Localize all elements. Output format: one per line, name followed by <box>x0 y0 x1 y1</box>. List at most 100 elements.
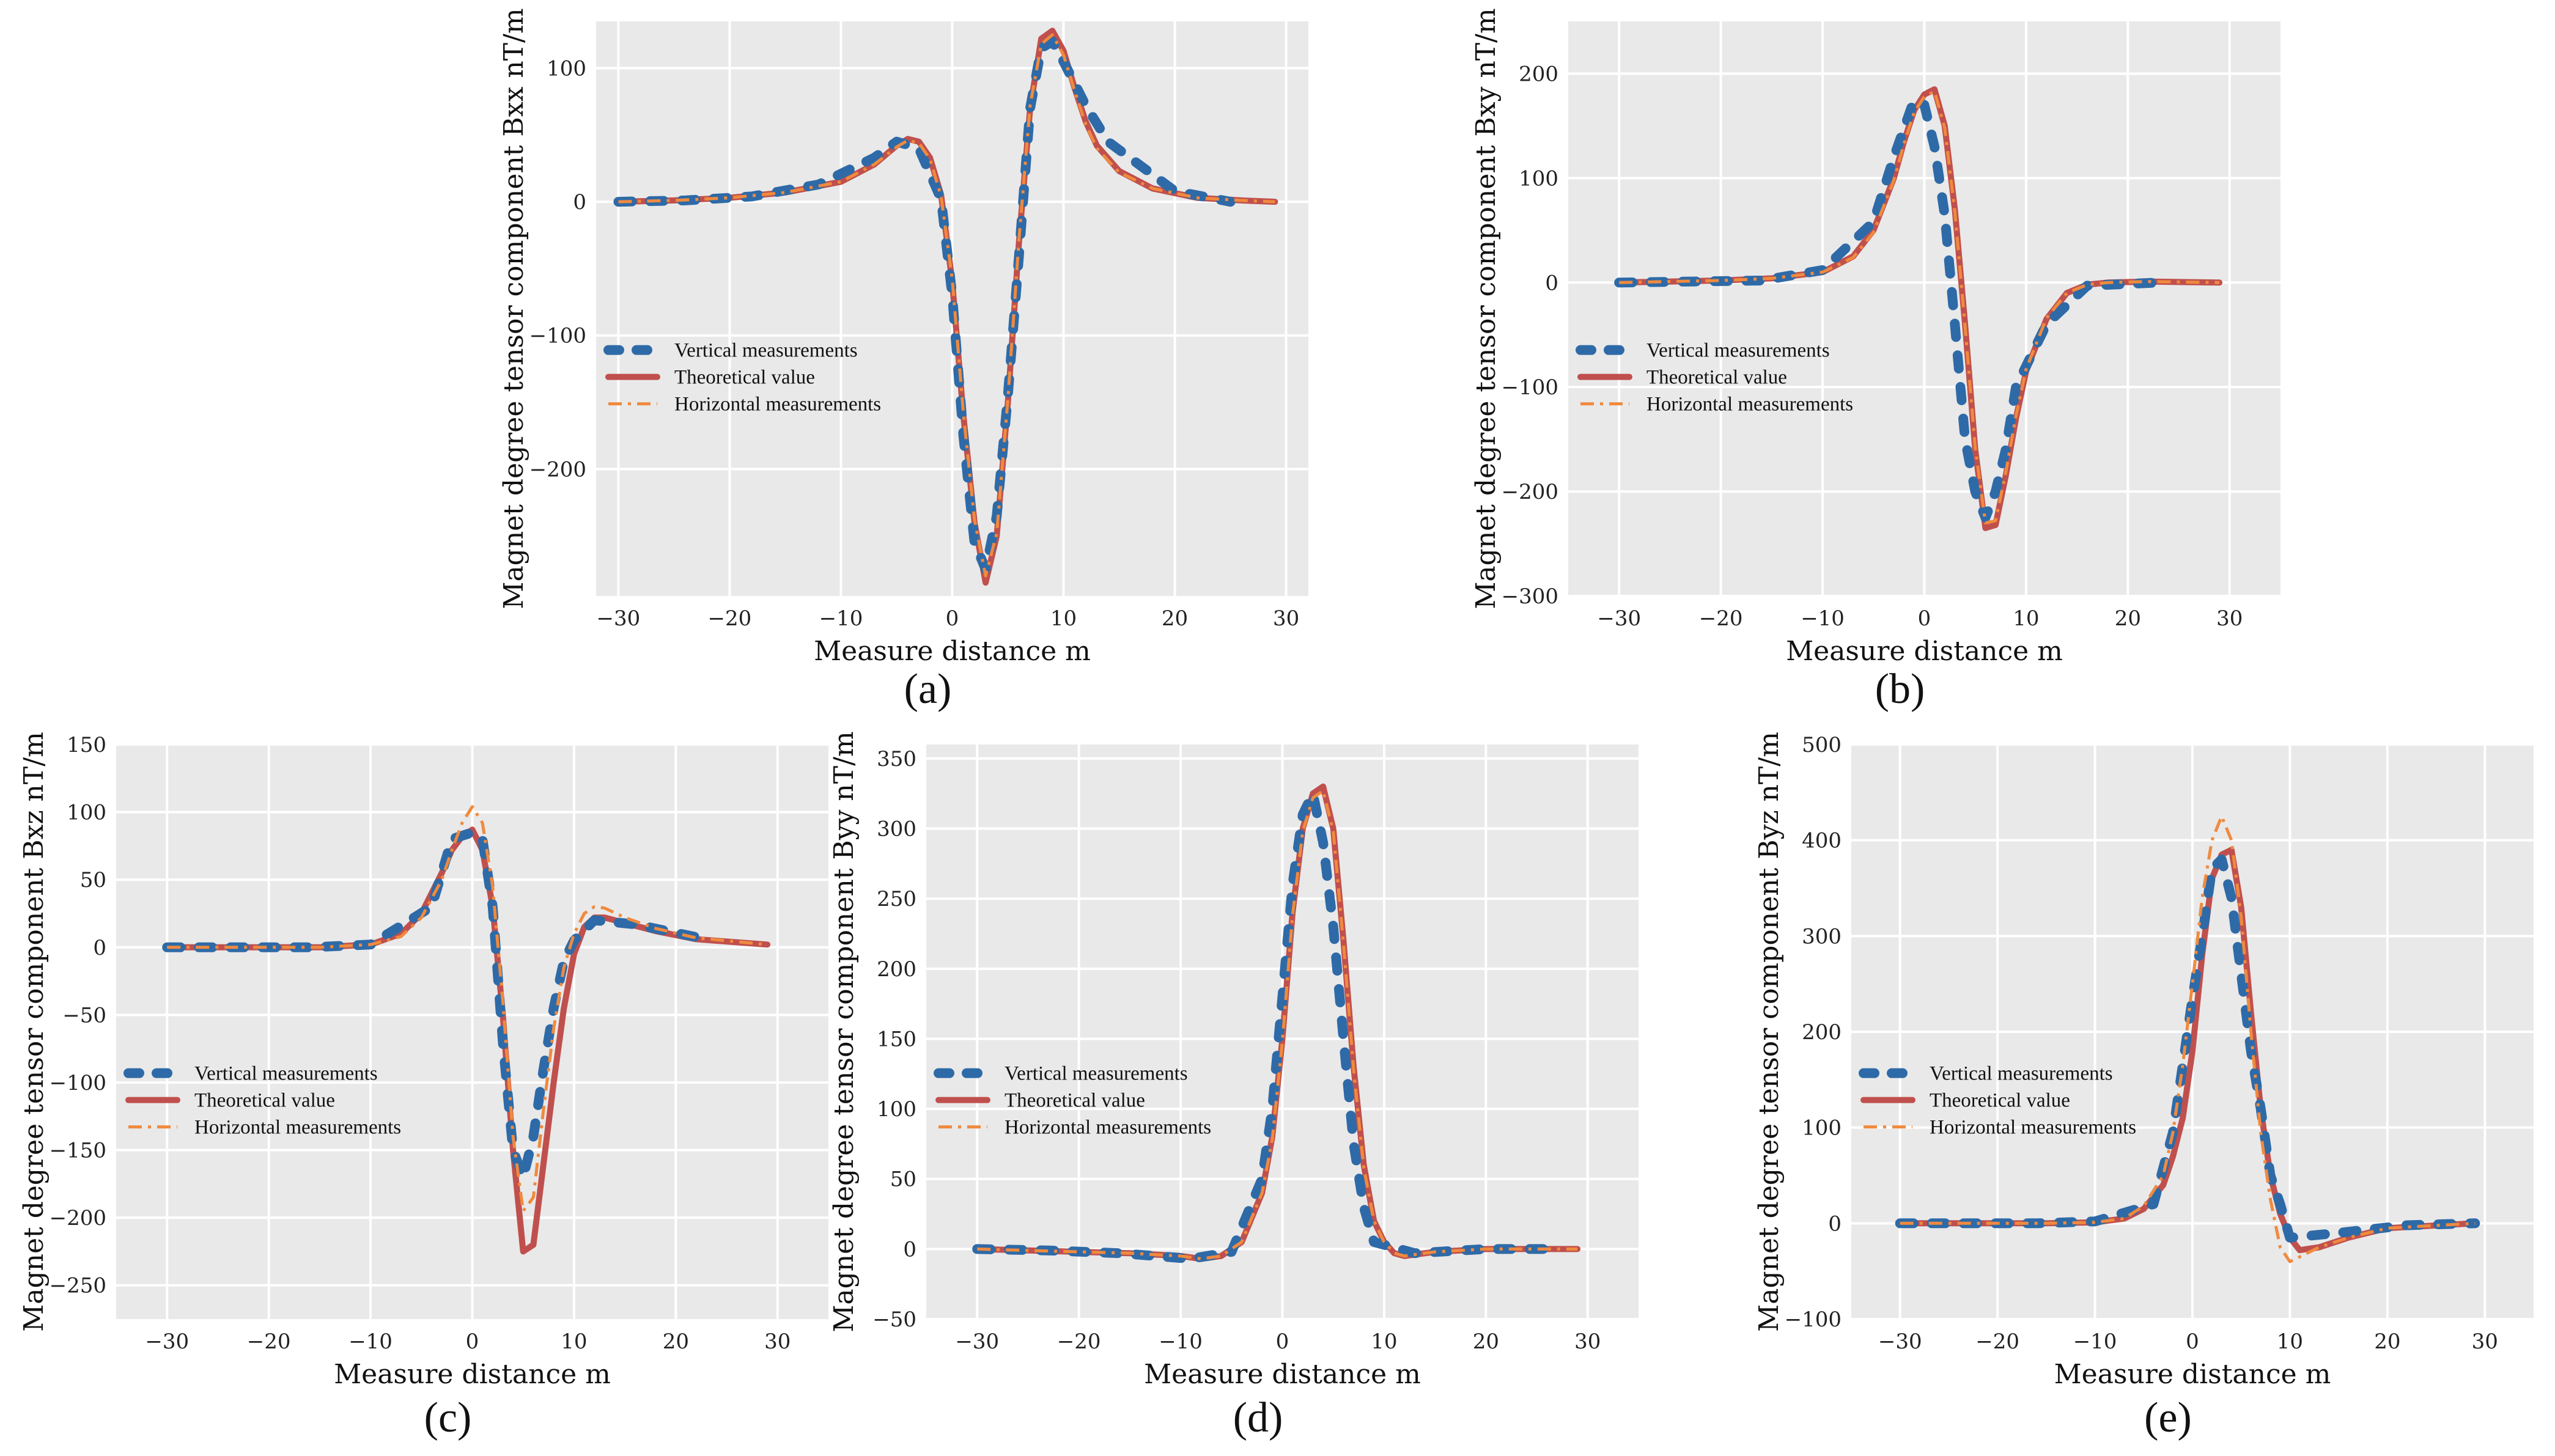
y-tick-label: 400 <box>1802 829 1842 853</box>
x-tick-label: 10 <box>2013 606 2039 631</box>
y-tick-label: 250 <box>877 887 916 911</box>
x-tick-label: 10 <box>2277 1329 2303 1354</box>
x-tick-label: −30 <box>1597 606 1641 631</box>
y-tick-label: −200 <box>1502 480 1558 504</box>
x-tick-label: 20 <box>1162 606 1188 631</box>
y-tick-label: 50 <box>890 1167 916 1192</box>
legend-label: Vertical measurements <box>1930 1063 2113 1085</box>
chart-panel-c: −30 −20 −10 0 10 20 30−250−200−150−100−5005010… <box>18 732 828 1441</box>
y-tick-label: 100 <box>877 1097 916 1122</box>
y-tick-label: 100 <box>67 801 106 825</box>
x-axis-label: Measure distance m <box>1144 1359 1421 1390</box>
x-tick-label: 30 <box>2472 1329 2498 1354</box>
y-tick-label: −200 <box>50 1206 106 1230</box>
y-axis-label: Magnet degree tensor component Byy nT/m <box>828 731 860 1332</box>
panel-label: (a) <box>904 666 952 713</box>
x-axis-label: Measure distance m <box>2054 1359 2331 1390</box>
panel-label: (c) <box>424 1394 472 1441</box>
legend: Vertical measurements Theoretical value Ho… <box>934 1063 1211 1139</box>
series-line-horizontal-measurements <box>1900 815 2476 1263</box>
legend-label: Horizontal measurements <box>674 394 881 416</box>
x-tick-label: −10 <box>819 606 863 631</box>
y-tick-label: −250 <box>50 1274 106 1298</box>
y-tick-label: −50 <box>872 1307 916 1332</box>
series-line-horizontal-measurements <box>618 33 1275 578</box>
series-group <box>972 783 1581 1264</box>
legend-label: Vertical measurements <box>674 340 858 362</box>
x-tick-label: −20 <box>1699 606 1743 631</box>
legend-label: Theoretical value <box>1646 367 1787 389</box>
x-tick-label: −30 <box>145 1329 189 1354</box>
x-axis-label: Measure distance m <box>814 636 1091 667</box>
chart-panel-d: −30 −20 −10 0 10 20 30 −50 0 50 100 150 200 250 300 350… <box>828 731 1639 1441</box>
x-tick-label: −20 <box>708 606 752 631</box>
panel-label: (e) <box>2144 1394 2192 1441</box>
x-tick-label: 10 <box>1050 606 1077 631</box>
series-line-horizontal-measurements <box>167 805 768 1213</box>
x-tick-label: 0 <box>1276 1329 1289 1354</box>
y-tick-label: −50 <box>62 1003 106 1028</box>
y-tick-label: 150 <box>67 733 106 757</box>
series-line-vertical-measurements <box>1614 95 2164 523</box>
y-tick-label: 300 <box>1802 924 1842 949</box>
y-tick-label: 0 <box>573 190 586 215</box>
y-tick-label: 500 <box>1802 733 1842 757</box>
y-tick-label: 200 <box>877 957 916 982</box>
x-axis-label: Measure distance m <box>1786 636 2063 667</box>
y-axis-label: Magnet degree tensor component Bxz nT/m <box>18 732 50 1332</box>
legend-label: Theoretical value <box>1005 1090 1145 1112</box>
y-tick-label: −300 <box>1502 584 1558 609</box>
series-line-vertical-measurements <box>972 789 1562 1264</box>
legend-label: Horizontal measurements <box>1646 394 1853 416</box>
y-tick-label: 200 <box>1519 62 1558 86</box>
series-line-horizontal-measurements <box>977 789 1578 1260</box>
legend-label: Vertical measurements <box>1646 340 1830 362</box>
legend-label: Horizontal measurements <box>1005 1117 1211 1139</box>
series-line-horizontal-measurements <box>1619 90 2220 524</box>
x-tick-label: 0 <box>1918 606 1931 631</box>
x-tick-label: −30 <box>597 606 641 631</box>
x-tick-label: 10 <box>1371 1329 1397 1354</box>
series-group <box>1614 86 2223 531</box>
series-group <box>613 28 1278 586</box>
x-axis-label: Measure distance m <box>334 1359 611 1390</box>
chart-panel-e: −30 −20 −10 0 10 20 30−1000100200300400500Vert… <box>1753 732 2534 1441</box>
x-tick-label: −10 <box>348 1329 393 1354</box>
y-tick-label: −100 <box>50 1071 106 1095</box>
x-tick-label: −20 <box>247 1329 291 1354</box>
legend: Vertical measurements Theoretical value Ho… <box>603 340 881 416</box>
x-tick-label: 0 <box>2186 1329 2199 1354</box>
series-group <box>162 805 771 1255</box>
x-tick-label: 30 <box>764 1329 791 1354</box>
x-tick-label: −10 <box>1801 606 1845 631</box>
y-tick-label: 150 <box>877 1027 916 1051</box>
x-tick-label: −10 <box>2073 1329 2117 1354</box>
legend: Vertical measurements Theoretical value Ho… <box>124 1063 401 1139</box>
legend: Vertical measurements Theoretical value Ho… <box>1576 340 1853 416</box>
x-tick-label: 20 <box>2374 1329 2400 1354</box>
legend-label: Theoretical value <box>194 1090 335 1112</box>
y-axis-label: Magnet degree tensor component Byz nT/m <box>1753 732 1785 1332</box>
x-tick-label: 30 <box>1574 1329 1601 1354</box>
legend-label: Vertical measurements <box>194 1063 378 1085</box>
x-tick-label: 0 <box>466 1329 479 1354</box>
x-tick-label: −10 <box>1159 1329 1203 1354</box>
y-tick-label: 350 <box>877 747 916 771</box>
x-tick-label: 20 <box>1473 1329 1499 1354</box>
x-tick-label: 30 <box>1273 606 1299 631</box>
y-tick-label: −100 <box>1502 375 1558 400</box>
legend-label: Horizontal measurements <box>194 1117 401 1139</box>
panel-label: (d) <box>1233 1394 1283 1441</box>
y-tick-label: 100 <box>547 57 586 81</box>
x-tick-label: −30 <box>1878 1329 1922 1354</box>
y-axis-label: Magnet degree tensor component Bxy nT/m <box>1470 8 1502 609</box>
x-tick-label: 20 <box>663 1329 689 1354</box>
x-tick-label: 20 <box>2115 606 2141 631</box>
x-tick-label: 10 <box>561 1329 587 1354</box>
chart-panel-b: −30 −20 −10 0 10 20 30−300−200−1000100200Verti… <box>1470 8 2280 713</box>
x-tick-label: −30 <box>955 1329 999 1354</box>
y-tick-label: 200 <box>1802 1020 1842 1045</box>
x-tick-label: 0 <box>946 606 959 631</box>
